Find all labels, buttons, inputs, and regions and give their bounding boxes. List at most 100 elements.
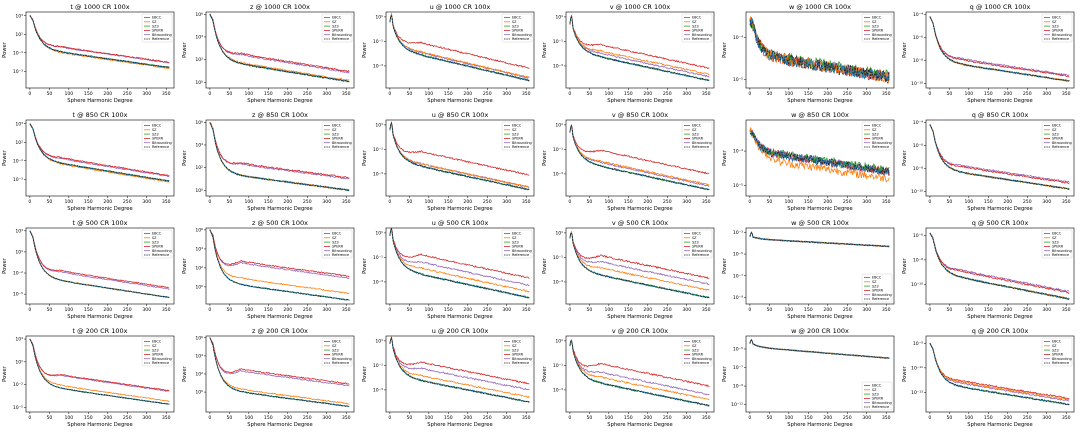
series-line-reference <box>929 16 1070 82</box>
series-line-sperr <box>29 230 170 289</box>
legend-label: SZ3 <box>872 284 879 288</box>
series-group <box>209 337 350 408</box>
legend-label: EBCC <box>1052 340 1062 344</box>
legend-label: Reference <box>692 361 709 365</box>
x-tick-label: 150 <box>984 307 993 313</box>
subplot: t @ 500 CR 100x 0 50 100 150 200 250 300 350 10⁴ 1… <box>2 219 175 320</box>
x-tick-label: 100 <box>964 307 973 313</box>
x-tick-label: 350 <box>522 91 531 97</box>
x-tick-label: 150 <box>264 199 273 205</box>
y-tick-label: 10⁻¹ <box>373 363 383 369</box>
series-line-bitrounding <box>929 15 1070 77</box>
y-tick-label: 10² <box>195 165 203 171</box>
x-tick-label: 200 <box>463 307 472 313</box>
x-tick-label: 200 <box>103 307 112 313</box>
axes-frame <box>385 227 535 305</box>
x-tick-label: 50 <box>46 91 52 97</box>
subplot-title: w @ 200 CR 100x <box>791 327 849 335</box>
y-axis-label: Power <box>2 365 8 382</box>
series-line-reference <box>29 230 170 298</box>
legend-label: EBCC <box>152 232 162 236</box>
subplot: u @ 200 CR 100x 0 50 100 150 200 250 300 350 10¹ 1… <box>362 327 535 428</box>
x-axis-label: Sphere Harmonic Degree <box>247 206 312 212</box>
legend-label: SPERR <box>152 353 164 357</box>
legend-label: SPERR <box>692 137 704 141</box>
x-tick-label: 100 <box>424 415 433 421</box>
series-line-reference <box>929 232 1070 300</box>
legend-label: Bitrounding <box>872 293 892 297</box>
y-tick-label: 10⁻¹ <box>373 147 383 153</box>
y-axis-label: Power <box>362 257 368 274</box>
y-tick-label: 10³ <box>15 121 23 127</box>
x-tick-label: 350 <box>702 415 711 421</box>
y-axis-label: Power <box>722 41 728 58</box>
x-tick-label: 350 <box>162 307 171 313</box>
legend-label: Bitrounding <box>512 357 532 361</box>
y-tick-label: 10⁻¹ <box>373 255 383 261</box>
series-line-reference <box>569 124 710 191</box>
x-tick-label: 200 <box>643 91 652 97</box>
subplot: w @ 850 CR 100x 0 50 100 150 200 250 300 350 10⁻⁴… <box>722 111 895 212</box>
subplot-title: t @ 500 CR 100x <box>72 219 127 227</box>
y-tick-label: 10⁻⁸ <box>913 257 923 263</box>
x-tick-label: 200 <box>1003 199 1012 205</box>
x-tick-label: 50 <box>226 415 232 421</box>
x-tick-label: 50 <box>226 199 232 205</box>
axes-frame <box>385 119 535 197</box>
x-tick-label: 0 <box>28 199 31 205</box>
x-tick-label: 300 <box>142 199 151 205</box>
x-axis-label: Sphere Harmonic Degree <box>427 206 492 212</box>
series-line-sperr <box>569 339 710 387</box>
x-tick-label: 200 <box>1003 415 1012 421</box>
subplot-title: q @ 850 CR 100x <box>972 111 1029 119</box>
legend-label: EBCC <box>332 232 342 236</box>
legend-label: SZ <box>332 344 337 348</box>
y-tick-label: 10⁻¹ <box>553 255 563 261</box>
legend-label: EBCC <box>332 16 342 20</box>
legend-label: EBCC <box>1052 124 1062 128</box>
subplot: z @ 200 CR 100x 0 50 100 150 200 250 300 350 10⁶ 1… <box>182 327 355 428</box>
x-tick-label: 200 <box>643 199 652 205</box>
legend-label: SZ3 <box>332 132 339 136</box>
y-tick-label: 10⁶ <box>195 335 203 341</box>
series-line-sz <box>569 125 710 186</box>
x-tick-label: 0 <box>388 415 391 421</box>
x-tick-label: 50 <box>226 307 232 313</box>
y-tick-label: 10⁻³ <box>553 280 563 286</box>
y-tick-label: 10⁻² <box>13 382 23 388</box>
subplot: q @ 500 CR 100x 0 50 100 150 200 250 300 350 10⁻⁶… <box>902 219 1075 320</box>
x-axis-label: Sphere Harmonic Degree <box>967 314 1032 320</box>
y-tick-label: 10⁻⁴ <box>733 149 743 155</box>
y-axis-label: Power <box>362 149 368 166</box>
legend-label: EBCC <box>872 124 882 128</box>
y-axis-label: Power <box>542 257 548 274</box>
legend-label: SZ3 <box>872 24 879 28</box>
series-line-sperr <box>569 15 710 70</box>
series-group <box>749 16 890 84</box>
y-tick-label: 10⁶ <box>195 120 203 126</box>
x-axis-label: Sphere Harmonic Degree <box>607 98 672 104</box>
series-line-reference <box>29 338 170 406</box>
x-tick-label: 150 <box>264 91 273 97</box>
legend-label: Bitrounding <box>332 141 352 145</box>
x-tick-label: 250 <box>1023 91 1032 97</box>
x-tick-label: 150 <box>84 307 93 313</box>
x-tick-label: 250 <box>303 415 312 421</box>
x-tick-label: 100 <box>604 415 613 421</box>
x-tick-label: 350 <box>342 307 351 313</box>
series-line-sz <box>389 337 530 399</box>
x-tick-label: 350 <box>522 415 531 421</box>
subplot: q @ 1000 CR 100x 0 50 100 150 200 250 300 350 10⁻… <box>902 3 1075 104</box>
x-tick-label: 100 <box>784 307 793 313</box>
subplot: u @ 500 CR 100x 0 50 100 150 200 250 300 350 10¹ 1… <box>362 219 535 320</box>
x-tick-label: 200 <box>103 415 112 421</box>
legend-label: Reference <box>1052 253 1069 257</box>
legend-label: Bitrounding <box>1052 141 1072 145</box>
x-tick-label: 100 <box>964 91 973 97</box>
y-tick-label: 10⁻³ <box>373 172 383 178</box>
subplot-title: v @ 850 CR 100x <box>612 111 668 119</box>
x-tick-label: 300 <box>322 415 331 421</box>
x-tick-label: 0 <box>28 415 31 421</box>
